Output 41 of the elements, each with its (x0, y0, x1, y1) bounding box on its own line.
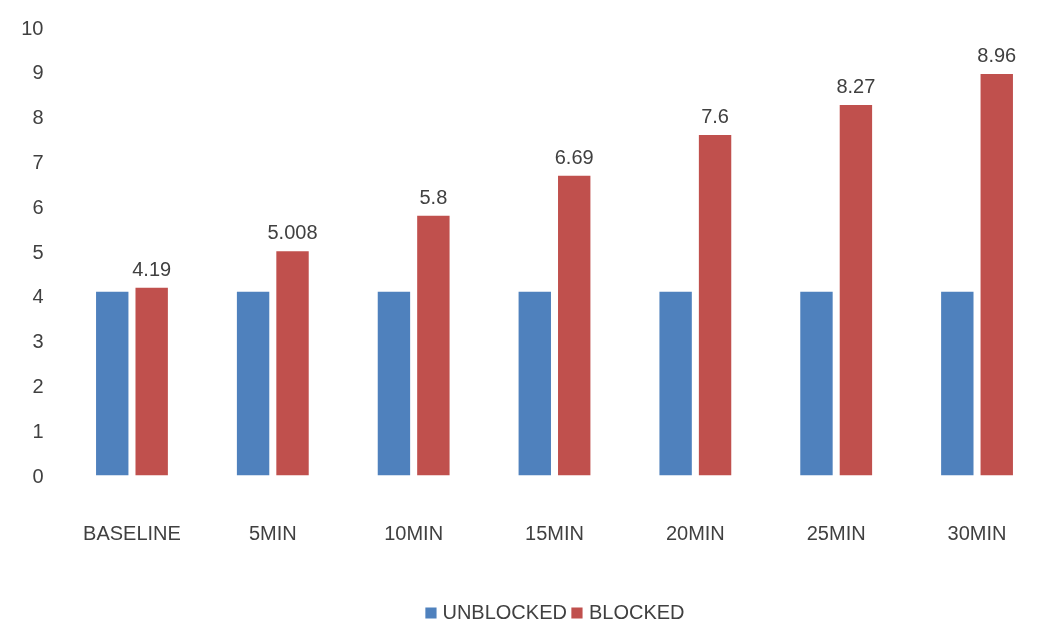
y-tick-label: 0 (32, 464, 44, 487)
bar (276, 251, 309, 476)
bar (558, 175, 591, 476)
bar (518, 291, 551, 476)
y-tick-label: 4 (32, 285, 44, 308)
bar (698, 135, 732, 476)
x-tick-label: 10MIN (384, 521, 444, 544)
x-tick-label: BASELINE (83, 521, 181, 544)
data-label: 6.69 (554, 145, 594, 168)
legend-label: BLOCKED (588, 600, 685, 624)
y-tick-label: 9 (32, 61, 44, 84)
data-label: 5.008 (267, 221, 318, 244)
bar (377, 291, 411, 476)
bar (96, 291, 129, 476)
legend-label: UNBLOCKED (442, 600, 567, 624)
bar (800, 291, 833, 476)
y-tick-label: 6 (32, 195, 44, 218)
bar (839, 105, 873, 476)
data-label: 8.27 (836, 75, 876, 97)
x-tick-label: 15MIN (525, 521, 584, 544)
y-tick-label: 8 (32, 106, 44, 129)
y-tick-label: 1 (32, 419, 44, 442)
bar (236, 291, 270, 476)
bar (980, 74, 1013, 476)
y-tick-label: 2 (32, 374, 44, 397)
bar (941, 291, 974, 476)
x-tick-label: 5MIN (248, 521, 297, 544)
data-label: 7.6 (701, 105, 729, 128)
x-tick-label: 25MIN (806, 521, 866, 544)
data-label: 4.19 (132, 257, 172, 280)
data-label: 5.8 (419, 185, 448, 208)
x-tick-label: 20MIN (665, 521, 725, 544)
data-label: 8.96 (977, 44, 1017, 67)
bar (417, 215, 450, 476)
bar (135, 287, 168, 476)
x-tick-label: 30MIN (947, 521, 1007, 544)
y-tick-label: 10 (21, 16, 44, 39)
y-tick-label: 5 (32, 240, 44, 263)
y-tick-label: 3 (32, 330, 44, 353)
bar (659, 291, 692, 476)
y-tick-label: 7 (32, 150, 44, 173)
